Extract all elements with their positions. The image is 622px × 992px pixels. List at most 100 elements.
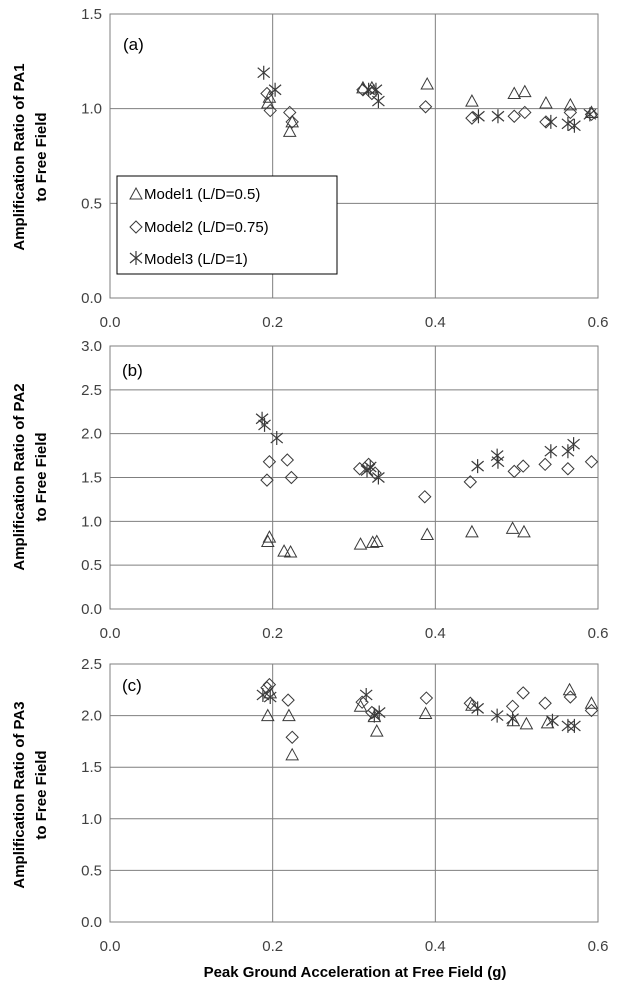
- data-point-diamond: [419, 691, 434, 705]
- panel-c-series-triangle: [260, 682, 599, 761]
- panel-a-y-tick-label: 0.0: [81, 290, 102, 307]
- data-point-asterisk: [506, 711, 519, 726]
- panel-a-label: (a): [123, 35, 144, 54]
- data-point-diamond: [563, 105, 578, 120]
- legend-marker-asterisk-icon: [129, 251, 143, 265]
- data-point-triangle: [285, 114, 300, 128]
- panel-b-label: (b): [122, 361, 143, 380]
- data-point-asterisk: [561, 444, 575, 459]
- data-point-triangle: [356, 80, 370, 94]
- data-point-diamond: [262, 677, 277, 692]
- data-point-diamond: [281, 693, 295, 707]
- data-point-diamond: [538, 696, 552, 710]
- data-point-asterisk: [561, 718, 575, 733]
- data-point-triangle: [465, 698, 479, 711]
- data-point-diamond: [463, 475, 478, 489]
- panel-c-y-tick-label: 0.0: [81, 914, 102, 931]
- data-point-diamond: [584, 455, 599, 469]
- panel-b-plot-area: [109, 345, 599, 610]
- data-point-diamond: [280, 453, 295, 467]
- data-point-diamond: [507, 109, 521, 123]
- data-point-triangle: [263, 685, 278, 699]
- data-point-diamond: [262, 455, 277, 469]
- data-point-triangle: [539, 95, 553, 109]
- panel-a-y-tick-label: 1.5: [81, 6, 102, 23]
- data-point-diamond: [539, 115, 553, 129]
- data-point-triangle: [584, 105, 599, 118]
- panel-a-ylabel-line-2: to Free Field: [33, 112, 50, 201]
- data-point-triangle: [505, 521, 520, 534]
- panel-b-y-tick-label: 0.5: [81, 557, 102, 574]
- legend-marker-diamond-icon: [129, 220, 143, 234]
- data-point-diamond: [507, 464, 521, 479]
- data-point-triangle: [367, 709, 382, 723]
- panel-b-y-tick-label: 3.0: [81, 338, 102, 355]
- data-point-asterisk: [471, 459, 485, 474]
- panel-c-plot-area: [109, 663, 599, 923]
- panel-a-y-tick-label: 0.5: [81, 195, 102, 212]
- data-point-triangle: [465, 94, 479, 107]
- panel-c-x-tick-label: 0.0: [100, 938, 121, 955]
- data-point-triangle: [584, 696, 599, 709]
- data-point-diamond: [516, 686, 530, 700]
- data-point-diamond: [505, 699, 520, 714]
- data-point-triangle: [519, 716, 534, 730]
- data-point-triangle: [418, 706, 433, 720]
- data-point-triangle: [540, 715, 555, 729]
- panel-b-x-tick-label: 0.6: [588, 625, 609, 642]
- data-point-asterisk: [491, 454, 505, 469]
- data-point-diamond: [285, 115, 299, 129]
- panel-b-ylabel-line-1: Amplification Ratio of PA2: [11, 383, 28, 570]
- panel-c-y-tick-label: 2.0: [81, 708, 102, 725]
- data-point-diamond: [361, 457, 376, 472]
- data-point-asterisk: [544, 114, 558, 129]
- panel-c-y-tick-label: 0.5: [81, 862, 102, 879]
- legend-label-model2: Model2 (L/D=0.75): [144, 219, 269, 236]
- panel-c-x-tick-label: 0.2: [262, 938, 283, 955]
- legend-marker-triangle-icon: [129, 186, 143, 200]
- panel-a-x-tick-label: 0.0: [100, 314, 121, 331]
- data-point-asterisk: [258, 417, 271, 432]
- panel-a: Amplification Ratio of PA1 to Free Field…: [11, 6, 608, 331]
- data-point-triangle: [507, 86, 522, 100]
- data-point-diamond: [352, 462, 367, 476]
- data-point-triangle: [262, 530, 277, 543]
- legend-label-model3: Model3 (L/D=1): [144, 251, 248, 268]
- panel-a-y-tick-label: 1.0: [81, 101, 102, 118]
- panel-b-ylabel-line-2: to Free Field: [33, 432, 50, 521]
- data-point-asterisk: [567, 437, 580, 452]
- data-point-asterisk: [490, 708, 504, 723]
- data-point-diamond: [260, 473, 274, 487]
- panel-b-x-tick-label: 0.4: [425, 625, 446, 642]
- panel-c-y-tick-label: 2.5: [81, 656, 102, 673]
- panel-b-series-triangle: [260, 521, 531, 558]
- data-point-diamond: [463, 696, 478, 710]
- panel-b: Amplification Ratio of PA2 to Free Field…: [11, 338, 608, 642]
- panel-c-y-tick-label: 1.5: [81, 759, 102, 776]
- data-point-triangle: [365, 535, 380, 548]
- data-point-triangle: [365, 80, 379, 94]
- panel-b-series-asterisk: [255, 411, 580, 485]
- data-point-diamond: [518, 105, 532, 120]
- data-point-diamond: [285, 730, 299, 744]
- panel-a-ylabel-line-1: Amplification Ratio of PA1: [11, 63, 28, 250]
- data-point-diamond: [418, 490, 432, 504]
- panel-a-x-tick-label: 0.4: [425, 314, 446, 331]
- data-point-diamond: [263, 103, 277, 118]
- data-point-triangle: [506, 713, 521, 727]
- data-point-asterisk: [372, 470, 385, 485]
- panel-b-x-tick-label: 0.2: [262, 625, 283, 642]
- data-point-diamond: [356, 83, 370, 97]
- legend: Model1 (L/D=0.5) Model2 (L/D=0.75) Model…: [116, 175, 338, 275]
- data-point-triangle: [282, 708, 296, 722]
- panel-c-plot-frame: [109, 663, 599, 923]
- data-point-asterisk: [372, 94, 385, 109]
- data-point-asterisk: [268, 82, 282, 97]
- panel-a-x-tick-label: 0.2: [262, 314, 283, 331]
- data-point-diamond: [284, 470, 299, 485]
- data-point-diamond: [365, 705, 379, 720]
- data-point-diamond: [538, 457, 552, 472]
- data-point-asterisk: [491, 109, 505, 124]
- panel-a-series-triangle: [260, 77, 599, 137]
- data-point-triangle: [420, 527, 435, 540]
